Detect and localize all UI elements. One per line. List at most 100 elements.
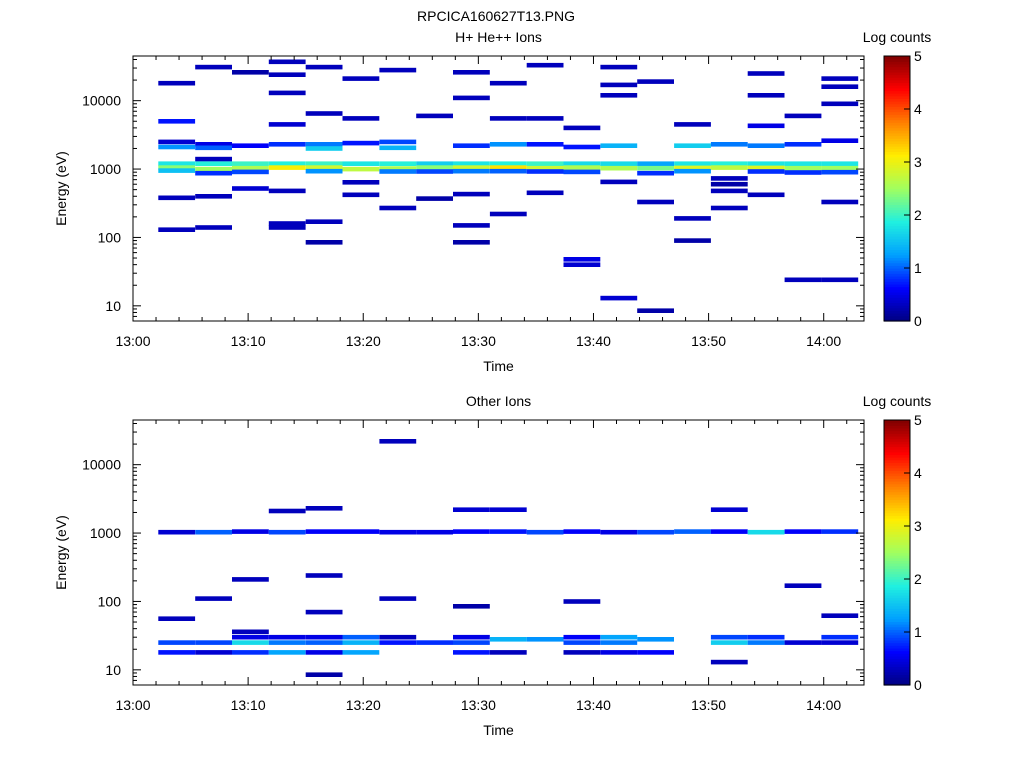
heatmap-cell bbox=[563, 169, 601, 175]
colorbar-segment bbox=[884, 626, 910, 630]
x-axis-label: Time bbox=[483, 722, 514, 738]
heatmap-cell bbox=[784, 113, 822, 119]
heatmap-cell bbox=[784, 170, 822, 175]
heatmap-cell bbox=[379, 169, 417, 174]
colorbar-segment bbox=[884, 66, 910, 70]
colorbar-segment bbox=[884, 541, 910, 546]
heatmap-cells bbox=[158, 439, 859, 677]
heatmap-cell bbox=[342, 650, 380, 655]
colorbar-segment bbox=[884, 473, 910, 477]
colorbar-segment bbox=[884, 93, 910, 97]
heatmap-cell bbox=[195, 170, 232, 176]
heatmap-cell bbox=[379, 634, 417, 640]
heatmap-cell bbox=[710, 188, 748, 194]
heatmap-cell bbox=[821, 277, 859, 283]
colorbar-segment bbox=[884, 201, 910, 205]
heatmap-cell bbox=[710, 640, 748, 645]
heatmap-cell bbox=[489, 165, 527, 170]
colorbar-segment bbox=[884, 647, 910, 652]
heatmap-cell bbox=[747, 634, 785, 640]
heatmap-cell bbox=[379, 529, 417, 535]
heatmap-cell bbox=[674, 165, 711, 171]
colorbar-segment bbox=[884, 87, 910, 92]
colorbar-segment bbox=[884, 536, 910, 540]
heatmap-cell bbox=[416, 640, 453, 645]
colorbar-segment bbox=[884, 254, 910, 258]
colorbar-segment bbox=[884, 318, 910, 322]
heatmap-cell bbox=[563, 650, 601, 655]
colorbar-segment bbox=[884, 632, 910, 636]
colorbar-segment bbox=[884, 71, 910, 76]
colorbar-segment bbox=[884, 151, 910, 155]
x-tick-label: 13:10 bbox=[231, 697, 266, 713]
colorbar-segment bbox=[884, 252, 910, 256]
colorbar-segment bbox=[884, 480, 910, 485]
colorbar-segment bbox=[884, 249, 910, 253]
colorbar-segment bbox=[884, 594, 910, 599]
colorbar-segment bbox=[884, 663, 910, 668]
colorbar-segment bbox=[884, 547, 910, 551]
heatmap-cell bbox=[563, 257, 601, 262]
colorbar-segment bbox=[884, 297, 910, 301]
colorbar-tick-label: 5 bbox=[914, 48, 922, 64]
heatmap-cell bbox=[158, 144, 196, 150]
y-tick-label: 100 bbox=[98, 229, 122, 245]
colorbar-segment bbox=[884, 241, 910, 245]
colorbar-segment bbox=[884, 56, 910, 60]
colorbar-segment bbox=[884, 82, 910, 86]
heatmap-cell bbox=[784, 142, 822, 147]
heatmap-cell bbox=[379, 166, 417, 171]
heatmap-cell bbox=[637, 529, 674, 535]
heatmap-cell bbox=[416, 161, 453, 166]
heatmap-cell bbox=[600, 650, 638, 655]
heatmap-cell bbox=[747, 71, 785, 76]
heatmap-cell bbox=[232, 529, 269, 534]
colorbar-segment bbox=[884, 653, 910, 657]
colorbar-segment bbox=[884, 499, 910, 503]
heatmap-cell bbox=[710, 529, 748, 534]
colorbar-segment bbox=[884, 430, 910, 434]
colorbar-segment bbox=[884, 313, 910, 317]
heatmap-cell bbox=[600, 165, 638, 171]
colorbar-segment bbox=[884, 69, 910, 73]
colorbar-segment bbox=[884, 204, 910, 208]
colorbar-segment bbox=[884, 515, 910, 519]
colorbar-segment bbox=[884, 77, 910, 81]
colorbar-segment bbox=[884, 427, 910, 432]
colorbar-segment bbox=[884, 61, 910, 65]
x-tick-label: 13:00 bbox=[115, 333, 150, 349]
heatmap-cell bbox=[674, 168, 711, 174]
heatmap-cell bbox=[158, 119, 196, 124]
colorbar-segment bbox=[884, 581, 910, 585]
colorbar-segment bbox=[884, 315, 910, 319]
colorbar-segment bbox=[884, 457, 910, 461]
colorbar-segment bbox=[884, 518, 910, 522]
colorbar-segment bbox=[884, 592, 910, 596]
heatmap-cell bbox=[710, 634, 748, 640]
colorbar-segment bbox=[884, 486, 910, 490]
colorbar-segment bbox=[884, 116, 910, 121]
heatmap-cell bbox=[268, 122, 306, 127]
colorbar-segment bbox=[884, 563, 910, 567]
heatmap-cell bbox=[526, 637, 564, 642]
heatmap-cell bbox=[232, 165, 269, 171]
colorbar-segment bbox=[884, 502, 910, 506]
heatmap-cell bbox=[563, 125, 601, 131]
heatmap-cell bbox=[305, 573, 343, 578]
heatmap-cell bbox=[268, 165, 306, 170]
y-tick-label: 1000 bbox=[90, 525, 121, 541]
heatmap-cell bbox=[600, 634, 638, 640]
colorbar-segment bbox=[884, 655, 910, 660]
heatmap-cell bbox=[268, 90, 306, 96]
heatmap-cell bbox=[747, 165, 785, 171]
heatmap-cell bbox=[453, 604, 490, 609]
heatmap-cell bbox=[747, 192, 785, 198]
colorbar-segment bbox=[884, 302, 910, 306]
colorbar-segment bbox=[884, 268, 910, 272]
colorbar-segment bbox=[884, 130, 910, 134]
heatmap-cell bbox=[821, 165, 859, 171]
colorbar-segment bbox=[884, 621, 910, 625]
colorbar-segment bbox=[884, 586, 910, 591]
colorbar-segment bbox=[884, 74, 910, 78]
